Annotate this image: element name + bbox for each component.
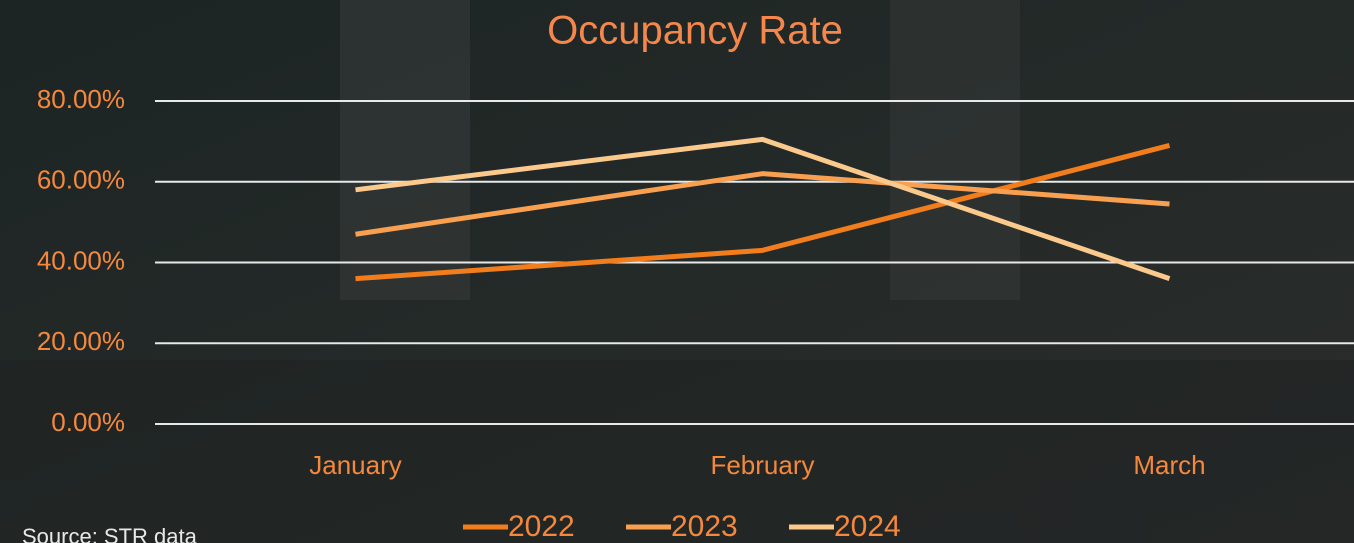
building: [890, 0, 1020, 300]
series-line: [355, 136, 1171, 282]
x-tick-label: March: [1133, 450, 1205, 480]
legend-label: 2024: [834, 510, 901, 543]
y-tick-label: 80.00%: [37, 84, 125, 114]
legend-label: 2022: [508, 510, 575, 543]
legend-label: 2023: [671, 510, 738, 543]
y-tick-label: 40.00%: [37, 245, 125, 275]
building: [340, 0, 470, 300]
y-tick-label: 20.00%: [37, 326, 125, 356]
source-note: Source: STR data: [22, 524, 198, 543]
chart-title: Occupancy Rate: [547, 9, 843, 53]
x-tick-label: February: [710, 450, 814, 480]
x-tick-label: January: [309, 450, 402, 480]
series-line: [355, 142, 1171, 282]
y-tick-label: 60.00%: [37, 165, 125, 195]
building: [0, 360, 1354, 543]
series-line: [355, 171, 1170, 237]
y-tick-label: 0.00%: [51, 407, 125, 437]
